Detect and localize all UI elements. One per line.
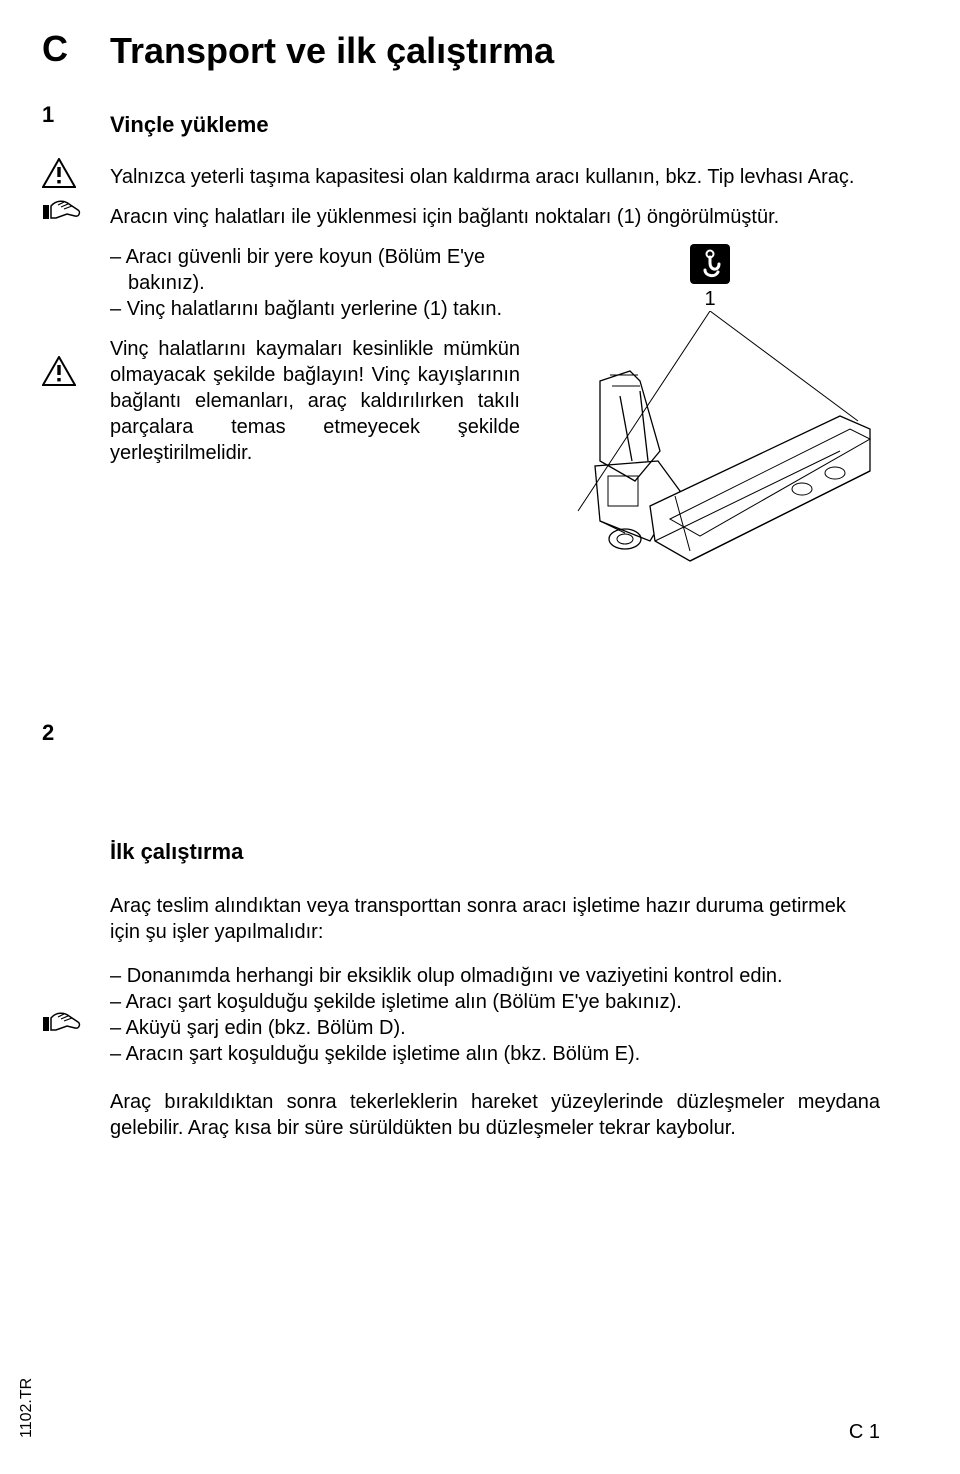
hook-icon — [690, 244, 730, 284]
section-1-list: Aracı güvenli bir yere koyun (Bölüm E'ye… — [110, 244, 520, 322]
section-1-p1: Yalnızca yeterli taşıma kapasitesi olan … — [110, 164, 880, 190]
section-1-two-col: Aracı güvenli bir yere koyun (Bölüm E'ye… — [110, 244, 880, 631]
list-item: Aracı şart koşulduğu şekilde işletime al… — [110, 989, 880, 1015]
chapter-letter: C — [42, 28, 68, 70]
footer-page-number: C 1 — [849, 1421, 880, 1444]
section-2-list: Donanımda herhangi bir eksiklik olup olm… — [110, 963, 880, 1067]
section-1-p3: Vinç halatlarını kaymaları kesinlikle mü… — [110, 336, 520, 466]
list-item: Vinç halatlarını bağlantı yerlerine (1) … — [110, 296, 520, 322]
section-2-p2: Araç bırakıldıktan sonra tekerleklerin h… — [110, 1089, 880, 1141]
page: C Transport ve ilk çalıştırma 1 Vinçle y… — [0, 0, 960, 1474]
figure-label-1: 1 — [704, 288, 715, 311]
warning-icon — [42, 356, 82, 386]
list-item: Aküyü şarj edin (bkz. Bölüm D). — [110, 1015, 880, 1041]
section-1-p2: Aracın vinç halatları ile yüklenmesi içi… — [110, 204, 880, 230]
section-2-p1: Araç teslim alındıktan veya transporttan… — [110, 893, 880, 945]
section-1-figure-col: 1 — [540, 244, 880, 631]
section-1-number: 1 — [42, 102, 54, 128]
section-1-left: Aracı güvenli bir yere koyun (Bölüm E'ye… — [110, 244, 520, 480]
warning-icon — [42, 158, 82, 188]
chapter-title: Transport ve ilk çalıştırma — [110, 30, 880, 72]
pallet-truck-illustration — [540, 311, 880, 631]
note-icon — [42, 1010, 82, 1038]
section-1-title: Vinçle yükleme — [110, 112, 880, 138]
list-item: Aracın şart koşulduğu şekilde işletime a… — [110, 1041, 880, 1067]
list-item: Aracı güvenli bir yere koyun (Bölüm E'ye… — [110, 244, 520, 296]
section-2-block: İlk çalıştırma Araç teslim alındıktan ve… — [110, 839, 880, 1141]
footer-doc-id: 1102.TR — [18, 1378, 36, 1438]
section-2-number: 2 — [42, 720, 54, 746]
section-2-title: İlk çalıştırma — [110, 839, 880, 865]
list-item: Donanımda herhangi bir eksiklik olup olm… — [110, 963, 880, 989]
note-icon — [42, 198, 82, 226]
